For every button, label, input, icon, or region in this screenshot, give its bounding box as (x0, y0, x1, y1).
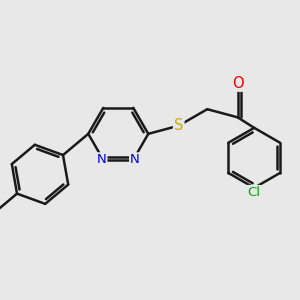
Text: S: S (174, 118, 183, 133)
Text: N: N (130, 153, 140, 166)
Text: O: O (232, 76, 244, 91)
Text: Cl: Cl (248, 186, 261, 199)
Text: N: N (97, 153, 106, 166)
